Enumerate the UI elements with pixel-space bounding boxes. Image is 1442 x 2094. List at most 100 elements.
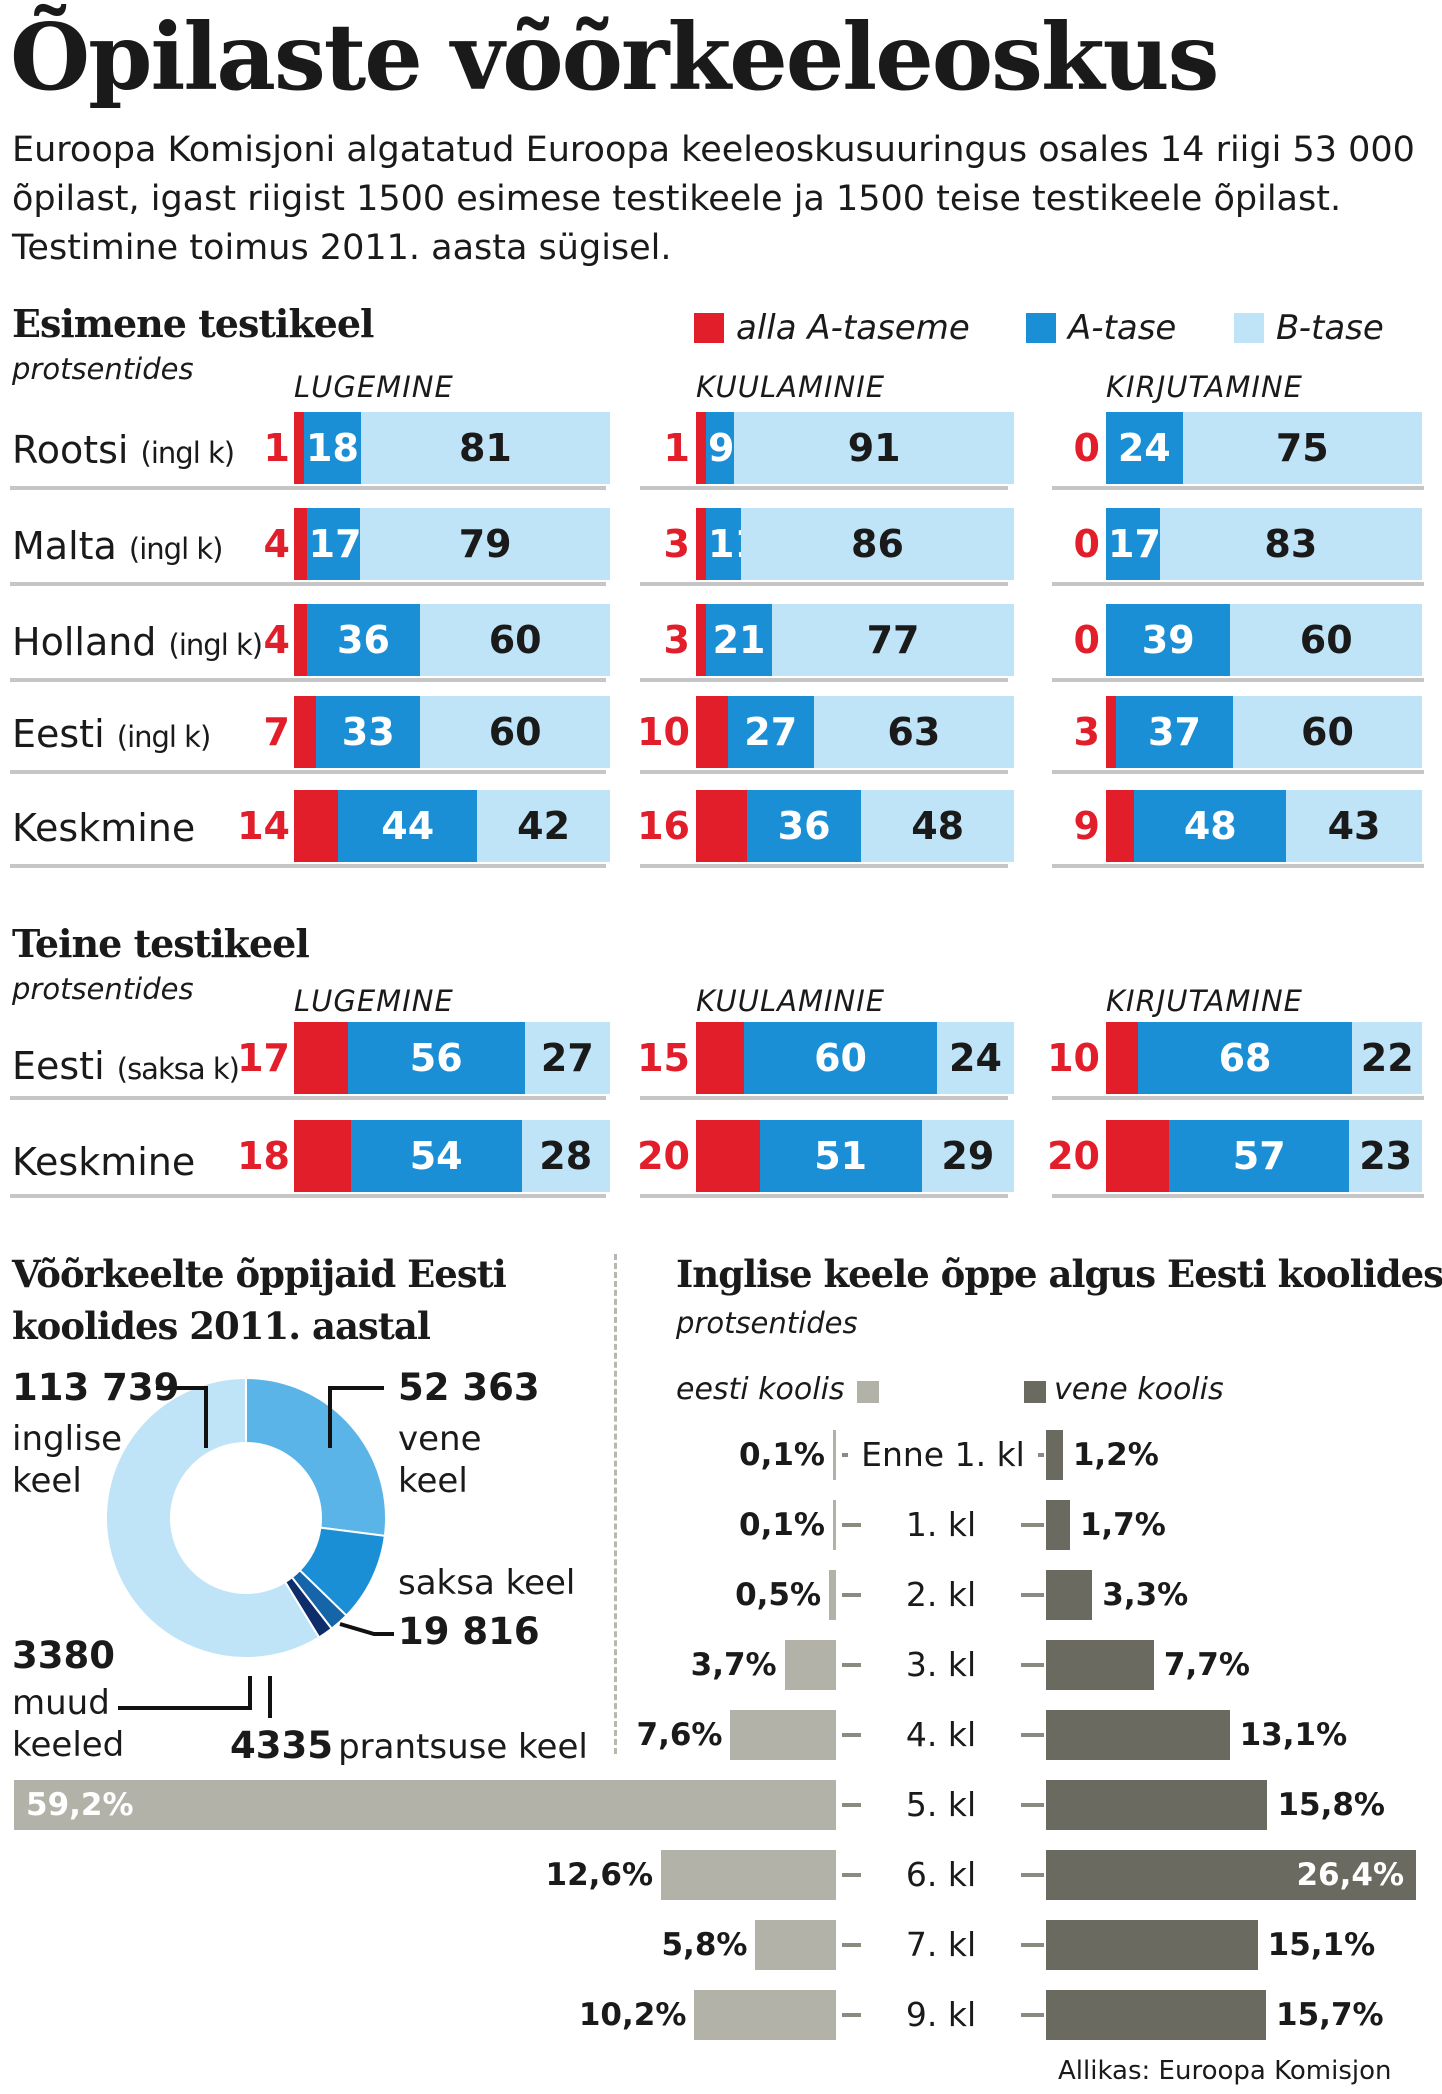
section1-subtitle: protsentides	[12, 352, 194, 386]
below-a-value: 3	[663, 522, 690, 566]
below-a-value: 18	[237, 1134, 290, 1178]
row-divider	[640, 1194, 1008, 1198]
bar-segment-red	[294, 696, 317, 768]
legend-below-a: alla A-taseme	[694, 308, 970, 348]
row-lang: (ingl k)	[128, 532, 224, 566]
stacked-bar: 44 42	[294, 790, 610, 862]
bar-value-label: 15,8%	[1277, 1787, 1385, 1823]
bar-segment-blue: 18	[304, 412, 363, 484]
legend-b-level: B-tase	[1234, 308, 1384, 348]
row-divider	[1052, 486, 1424, 490]
col-header-listening: KUULAMINIE	[696, 370, 886, 404]
below-a-value: 17	[237, 1036, 290, 1080]
stacked-bar: 27 63	[696, 696, 1014, 768]
below-a-value: 9	[1073, 804, 1100, 848]
grade-label: Enne 1. kl	[848, 1435, 1038, 1475]
bar-segment-red	[294, 604, 307, 676]
legend-swatch-dark	[1024, 1381, 1046, 1403]
bar-segment-red	[1106, 1022, 1138, 1094]
bar-segment-red	[294, 412, 304, 484]
bar-segment-red	[294, 790, 339, 862]
bar-estonian-school	[833, 1430, 836, 1480]
bar-segment-light: 27	[524, 1022, 610, 1094]
row-label: Holland (ingl k)	[12, 620, 263, 667]
row-label: Eesti (saksa k)	[12, 1044, 240, 1091]
legend-swatch-red	[694, 313, 724, 343]
row-label: Rootsi (ingl k)	[12, 428, 235, 475]
bar-segment-light: 77	[772, 604, 1014, 676]
col-header-listening: KUULAMINIE	[696, 984, 886, 1018]
row-country: Eesti	[12, 1044, 105, 1088]
section-divider	[614, 1254, 617, 1754]
stacked-bar: 33 60	[294, 696, 610, 768]
bar-value-label: 5,8%	[661, 1927, 748, 1963]
row-label: Keskmine	[12, 806, 195, 853]
bar-segment-blue: 44	[338, 790, 478, 862]
bar-segment-red	[294, 1120, 351, 1192]
bar-segment-light: 60	[420, 604, 610, 676]
bar-value-label: 1,2%	[1072, 1437, 1159, 1473]
bar-segment-blue: 48	[1134, 790, 1287, 862]
bar-segment-light: 29	[921, 1120, 1014, 1192]
bar-value-label: 1,7%	[1079, 1507, 1166, 1543]
row-divider	[1052, 770, 1424, 774]
donut-title-line2: koolides 2011. aastal	[12, 1304, 431, 1348]
bar-segment-blue: 36	[306, 604, 421, 676]
legend-label: B-tase	[1276, 308, 1384, 348]
bar-segment-red	[1106, 696, 1116, 768]
pie-value-label: 113 739	[12, 1366, 180, 1409]
below-a-value: 1	[263, 426, 290, 470]
bar-segment-blue: 51	[759, 1120, 922, 1192]
bar-segment-blue: 54	[350, 1120, 522, 1192]
row-divider	[10, 1096, 606, 1100]
below-a-value: 10	[637, 710, 690, 754]
bar-segment-red	[696, 696, 728, 768]
bar-segment-red	[696, 412, 706, 484]
bar-segment-red	[696, 1022, 745, 1094]
hbar-title: Inglise keele õppe algus Eesti koolides	[676, 1252, 1442, 1296]
bar-segment-blue: 68	[1137, 1022, 1353, 1094]
pie-category-label: muud keeled	[12, 1683, 125, 1765]
stacked-bar: 56 27	[294, 1022, 610, 1094]
bar-value-label: 12,6%	[545, 1857, 654, 1893]
bar-segment-blue: 33	[316, 696, 421, 768]
pie-category-label: vene keel	[398, 1419, 482, 1501]
row-divider	[1052, 864, 1424, 868]
hbar-subtitle: protsentides	[676, 1306, 858, 1340]
row-country: Rootsi	[12, 428, 129, 472]
bar-value-label: 7,6%	[636, 1717, 723, 1753]
bar-segment-light: 81	[360, 412, 610, 484]
bar-russian-school	[1046, 1430, 1063, 1480]
bar-segment-blue: 39	[1106, 604, 1231, 676]
grade-label: 3. kl	[861, 1645, 1021, 1685]
bar-segment-light: 63	[813, 696, 1014, 768]
below-a-value: 15	[637, 1036, 690, 1080]
bar-segment-blue: 36	[746, 790, 862, 862]
row-divider	[640, 486, 1008, 490]
bar-segment-red	[1106, 790, 1135, 862]
row-label: Keskmine	[12, 1140, 195, 1187]
col-header-reading: LUGEMINE	[294, 370, 454, 404]
row-divider	[10, 1194, 606, 1198]
row-divider	[10, 582, 606, 586]
bar-value-label: 10,2%	[578, 1997, 687, 2033]
intro-text: Euroopa Komisjoni algatatud Euroopa keel…	[12, 130, 1415, 268]
bar-value-label: 15,1%	[1267, 1927, 1376, 1963]
bar-russian-school	[1046, 1990, 1267, 2040]
section2-title: Teine testikeel	[12, 921, 310, 966]
below-a-value: 4	[263, 522, 290, 566]
bar-segment-light: 83	[1159, 508, 1422, 580]
legend-label: eesti koolis	[676, 1372, 845, 1407]
section2-subtitle: protsentides	[12, 972, 194, 1006]
bar-russian-school	[1046, 1570, 1093, 1620]
grade-label: 9. kl	[861, 1995, 1021, 2035]
bar-segment-red	[294, 1022, 348, 1094]
below-a-value: 7	[263, 710, 290, 754]
row-lang: (saksa k)	[116, 1052, 240, 1086]
leader-line	[156, 1386, 208, 1448]
bar-russian-school	[1046, 1780, 1268, 1830]
stacked-bar: 36 60	[294, 604, 610, 676]
stacked-bar: 24 75	[1106, 412, 1422, 484]
stacked-bar: 9 91	[696, 412, 1014, 484]
legend-label: alla A-taseme	[736, 308, 970, 348]
